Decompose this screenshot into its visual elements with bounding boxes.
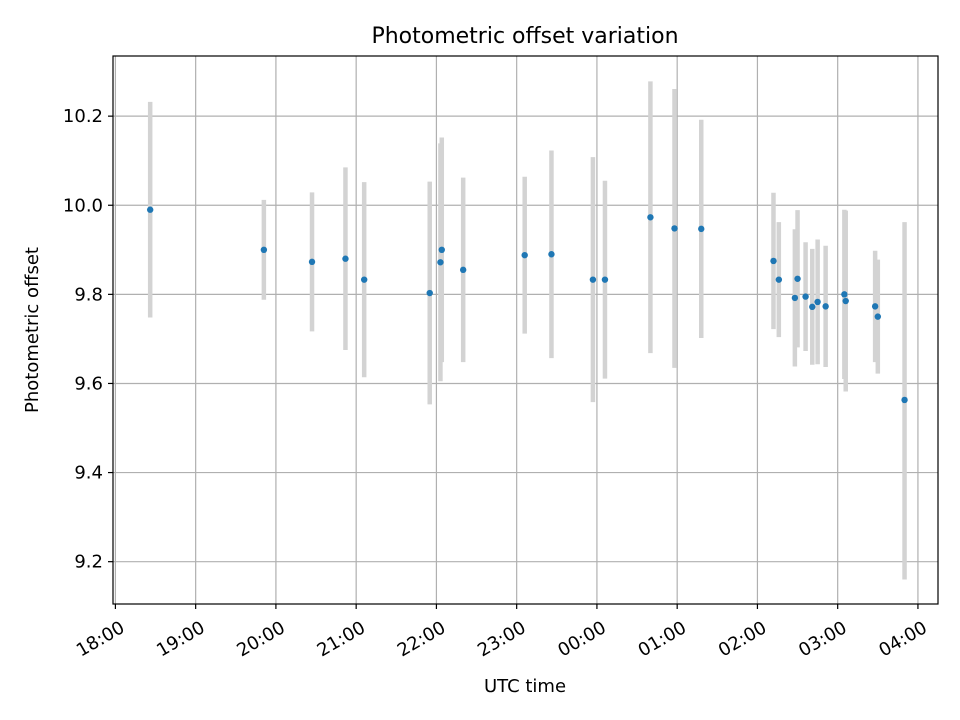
y-tick-label: 9.4 bbox=[74, 463, 103, 484]
data-point bbox=[459, 266, 467, 274]
chart-title: Photometric offset variation bbox=[371, 24, 678, 49]
data-point bbox=[360, 276, 368, 283]
data-point bbox=[521, 251, 528, 259]
data-point bbox=[809, 303, 816, 311]
data-point bbox=[822, 303, 829, 310]
data-point bbox=[589, 276, 597, 283]
data-point bbox=[647, 214, 654, 221]
data-point bbox=[770, 257, 777, 265]
data-point bbox=[548, 251, 555, 258]
y-tick-label: 10.0 bbox=[63, 195, 103, 216]
data-point bbox=[901, 396, 908, 404]
data-point bbox=[601, 276, 609, 283]
data-point bbox=[874, 313, 882, 320]
y-axis-ticks: 9.2 9.4 9.6 9.8 10.0 10.2 bbox=[63, 106, 113, 573]
data-point bbox=[775, 276, 783, 283]
data-point bbox=[791, 294, 799, 302]
y-tick-label: 10.2 bbox=[63, 106, 103, 127]
data-point bbox=[794, 275, 801, 282]
data-points bbox=[146, 206, 908, 404]
data-point bbox=[426, 289, 433, 297]
data-point bbox=[308, 258, 316, 266]
data-point bbox=[814, 298, 821, 306]
y-tick-label: 9.2 bbox=[74, 552, 103, 573]
data-point bbox=[842, 297, 849, 305]
data-point bbox=[802, 293, 809, 300]
x-axis-label: UTC time bbox=[484, 676, 566, 697]
y-axis-label: Photometric offset bbox=[22, 247, 43, 413]
data-point bbox=[260, 246, 268, 254]
data-point bbox=[438, 246, 445, 254]
data-point bbox=[342, 255, 349, 262]
data-point bbox=[841, 291, 848, 298]
data-point bbox=[671, 225, 678, 232]
y-tick-label: 9.6 bbox=[74, 373, 103, 394]
data-point bbox=[146, 206, 154, 213]
y-tick-label: 9.8 bbox=[74, 284, 103, 305]
data-point bbox=[437, 259, 444, 266]
data-point bbox=[871, 303, 879, 310]
data-point bbox=[698, 225, 705, 233]
plot-frame bbox=[112, 55, 939, 605]
